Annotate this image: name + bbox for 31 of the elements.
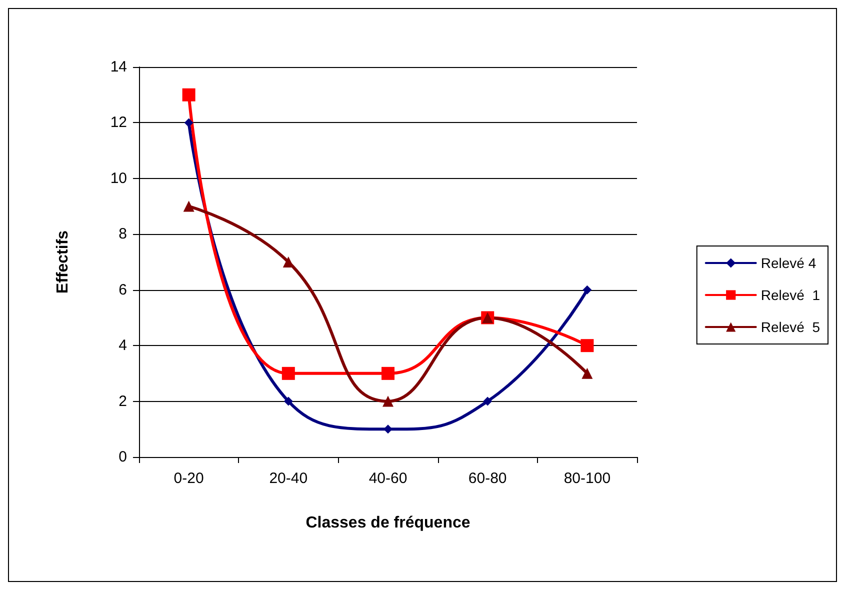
x-tick-label: 0-20 [174,470,204,487]
y-axis-title: Effectifs [54,230,72,294]
point [582,368,593,379]
legend-label: Relevé 5 [760,319,820,335]
point [382,396,394,407]
y-tick-label: 10 [110,170,127,187]
x-tick-label: 60-80 [468,470,507,487]
x-tick-label: 40-60 [368,470,408,487]
y-tick-label: 0 [118,448,127,466]
point [382,366,394,380]
legend-label: Relevé 1 [760,287,820,303]
point [580,339,594,352]
point [282,366,295,380]
point [183,200,194,212]
point [184,118,194,128]
point [282,256,294,268]
legend-label: Relevé 4 [760,255,816,271]
point [483,396,492,406]
x-axis-title: Classes de fréquence [306,514,470,532]
x-tick-label: 80-100 [564,470,611,487]
x-tick-label: 20-40 [269,470,308,487]
y-tick-label: 14 [110,58,127,76]
point [582,285,592,294]
point [284,396,293,406]
y-tick-label: 6 [118,281,127,298]
point [182,88,196,102]
y-tick-label: 12 [110,114,127,132]
y-tick-label: 4 [118,337,127,354]
y-tick-label: 2 [118,392,127,410]
point [384,424,392,434]
y-tick-label: 8 [118,226,127,243]
